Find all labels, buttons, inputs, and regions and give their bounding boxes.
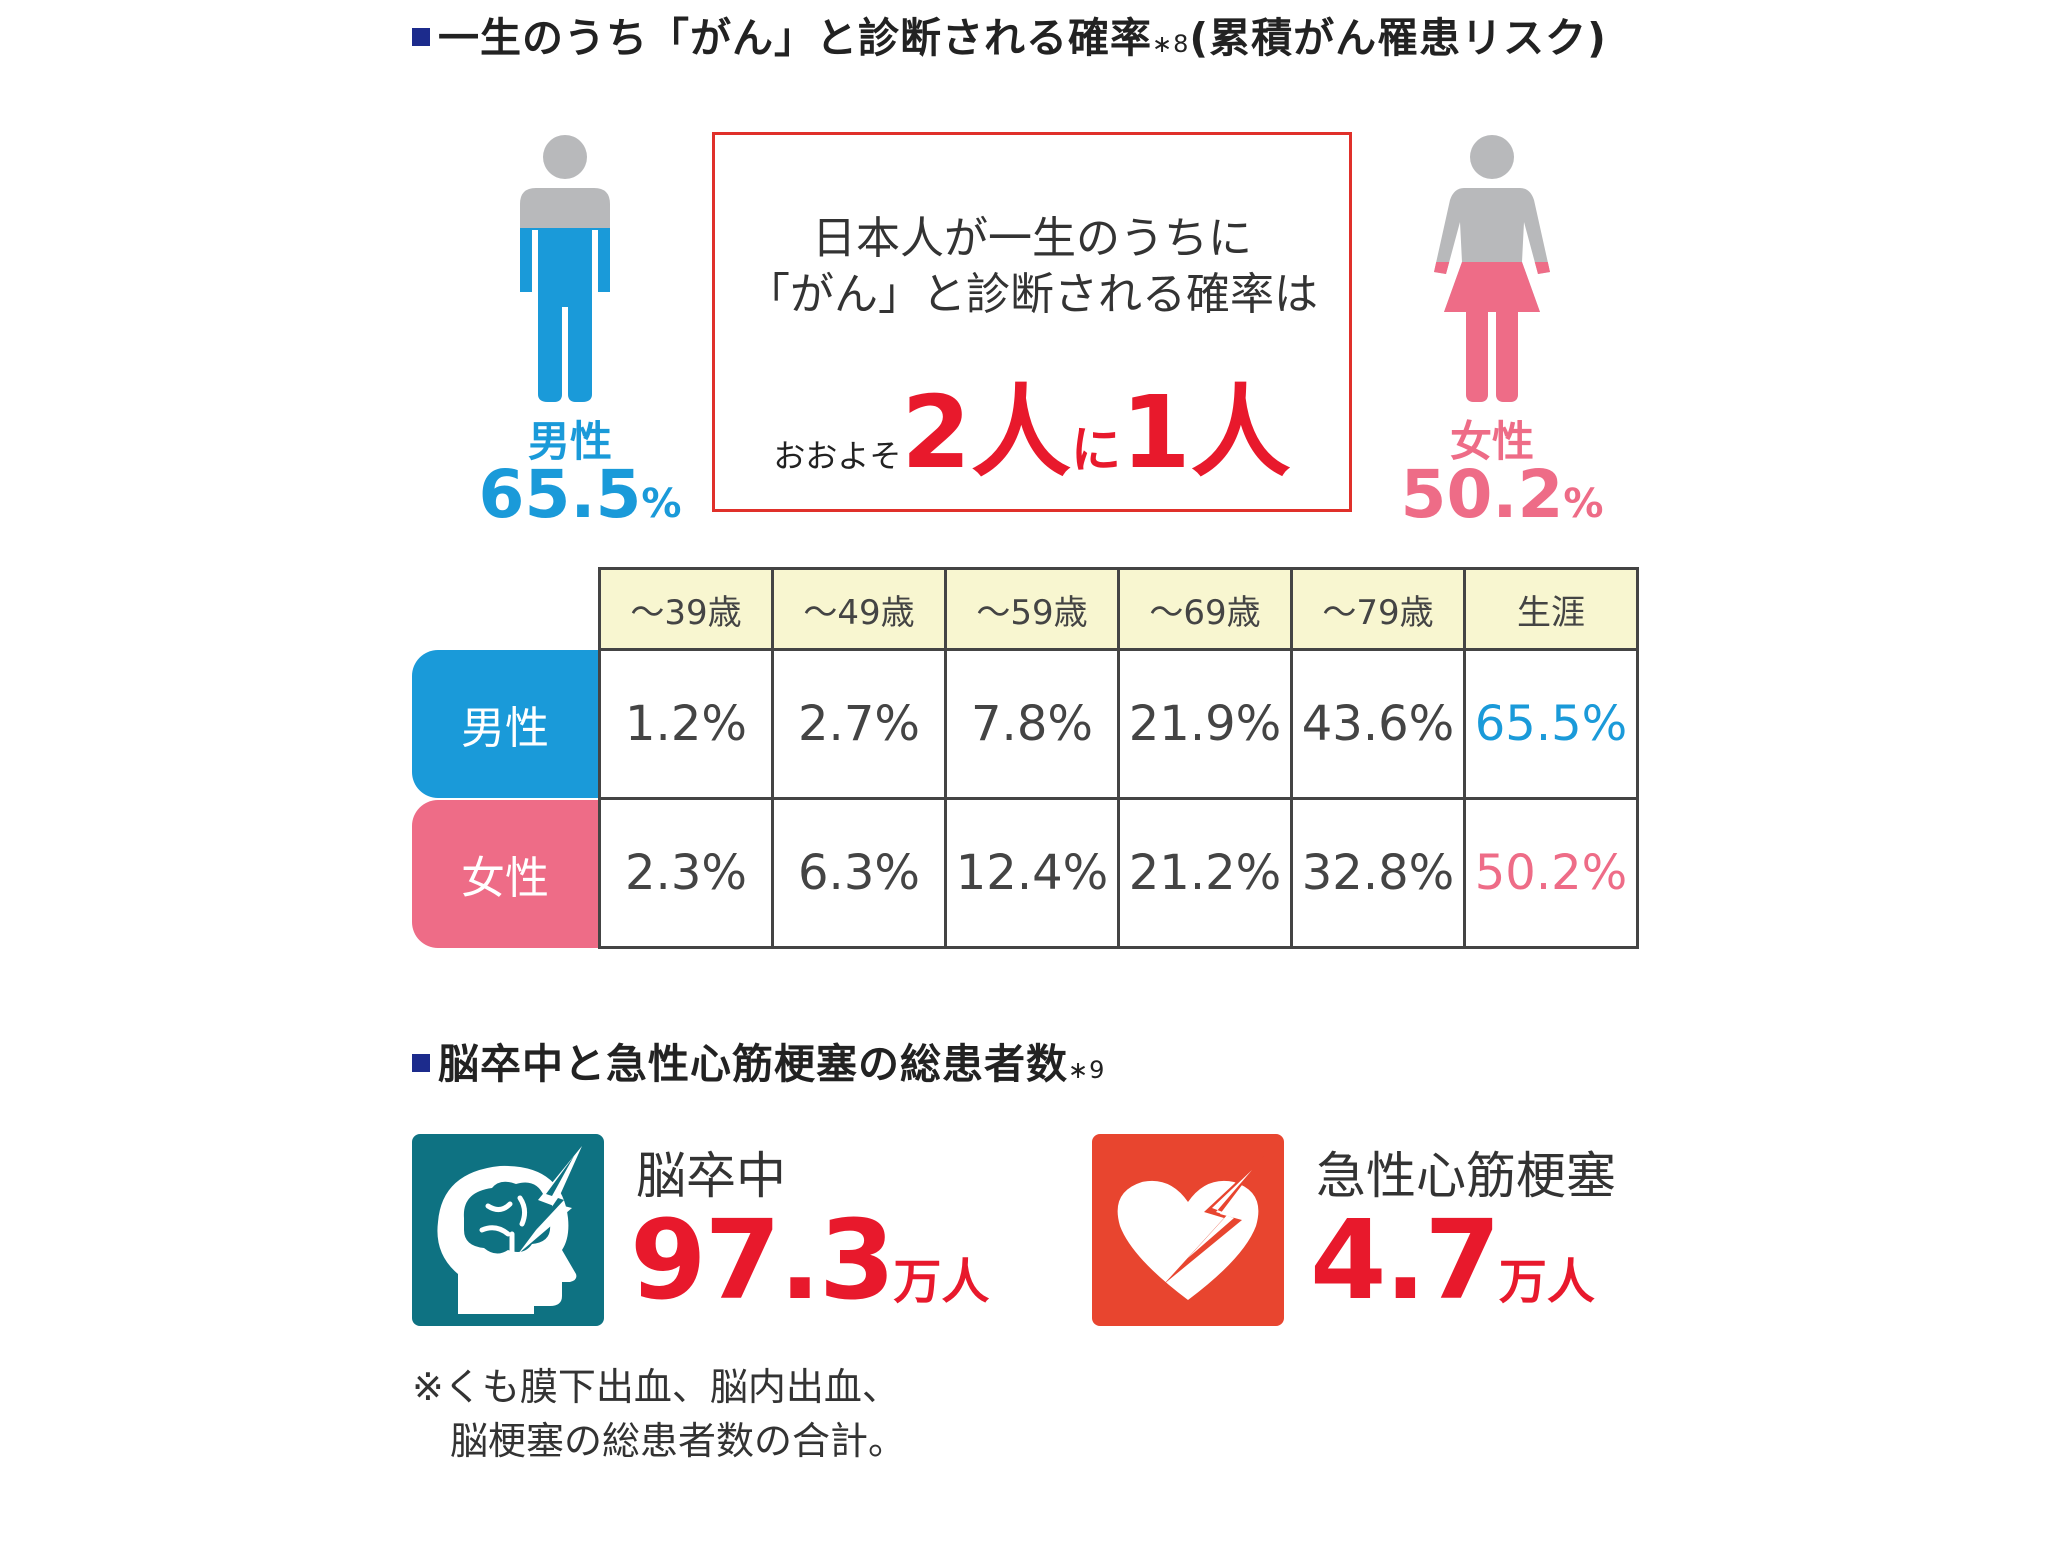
female-percentage: 50.2% (1400, 456, 1604, 533)
callout-box: 日本人が一生のうちに 「がん」と診断される確率は おおよそ2人に1人 (712, 132, 1352, 512)
callout-line-1: 日本人が一生のうちに (812, 213, 1252, 264)
female-figure-icon (1434, 135, 1550, 402)
table-header: 生涯 (1463, 567, 1639, 651)
heart-label: 急性心筋梗塞 (1316, 1147, 1616, 1205)
table-cell: 43.6% (1290, 648, 1466, 800)
row-label-female: 女性 (412, 800, 598, 948)
female-label: 女性 (1449, 417, 1534, 466)
brain-lightning-icon (412, 1134, 604, 1326)
table-header: ～79歳 (1290, 567, 1466, 651)
stroke-label: 脳卒中 (636, 1147, 786, 1205)
table-cell: 2.7% (771, 648, 947, 800)
table-cell: 7.8% (944, 648, 1120, 800)
table-cell: 21.2% (1117, 797, 1293, 949)
footnote: ※くも膜下出血、脳内出血、 脳梗塞の総患者数の合計。 (412, 1365, 907, 1463)
heart-value: 4.7万人 (1310, 1196, 1595, 1324)
male-figure-icon (520, 135, 610, 402)
male-percentage: 65.5% (478, 456, 682, 533)
table-cell: 32.8% (1290, 797, 1466, 949)
table-header-row: ～39歳 ～49歳 ～59歳 ～69歳 ～79歳 生涯 (598, 567, 1639, 651)
stroke-value: 97.3万人 (630, 1196, 990, 1324)
table-cell: 1.2% (598, 648, 774, 800)
bullet-square-icon (412, 1054, 430, 1072)
table-row: 2.3% 6.3% 12.4% 21.2% 32.8% 50.2% (598, 797, 1639, 949)
cancer-risk-table: ～39歳 ～49歳 ～59歳 ～69歳 ～79歳 生涯 1.2% 2.7% 7.… (598, 567, 1639, 949)
male-label: 男性 (527, 417, 612, 466)
table-cell-lifetime: 50.2% (1463, 797, 1639, 949)
table-header: ～59歳 (944, 567, 1120, 651)
section-title-stroke-heart: 脳卒中と急性心筋梗塞の総患者数∗9 (412, 1030, 1105, 1090)
callout-line-2: 「がん」と診断される確率は (746, 269, 1318, 320)
callout-ratio: おおよそ2人に1人 (773, 374, 1291, 491)
table-header: ～69歳 (1117, 567, 1293, 651)
bullet-square-icon (412, 28, 430, 46)
section-title-cancer: 一生のうち「がん」と診断される確率∗8(累積がん罹患リスク) (412, 4, 1607, 64)
table-cell: 12.4% (944, 797, 1120, 949)
table-cell: 21.9% (1117, 648, 1293, 800)
table-cell-lifetime: 65.5% (1463, 648, 1639, 800)
table-cell: 2.3% (598, 797, 774, 949)
table-header: ～49歳 (771, 567, 947, 651)
row-label-male: 男性 (412, 650, 598, 798)
table-header: ～39歳 (598, 567, 774, 651)
table-cell: 6.3% (771, 797, 947, 949)
table-row: 1.2% 2.7% 7.8% 21.9% 43.6% 65.5% (598, 648, 1639, 800)
heart-lightning-icon (1092, 1134, 1284, 1326)
